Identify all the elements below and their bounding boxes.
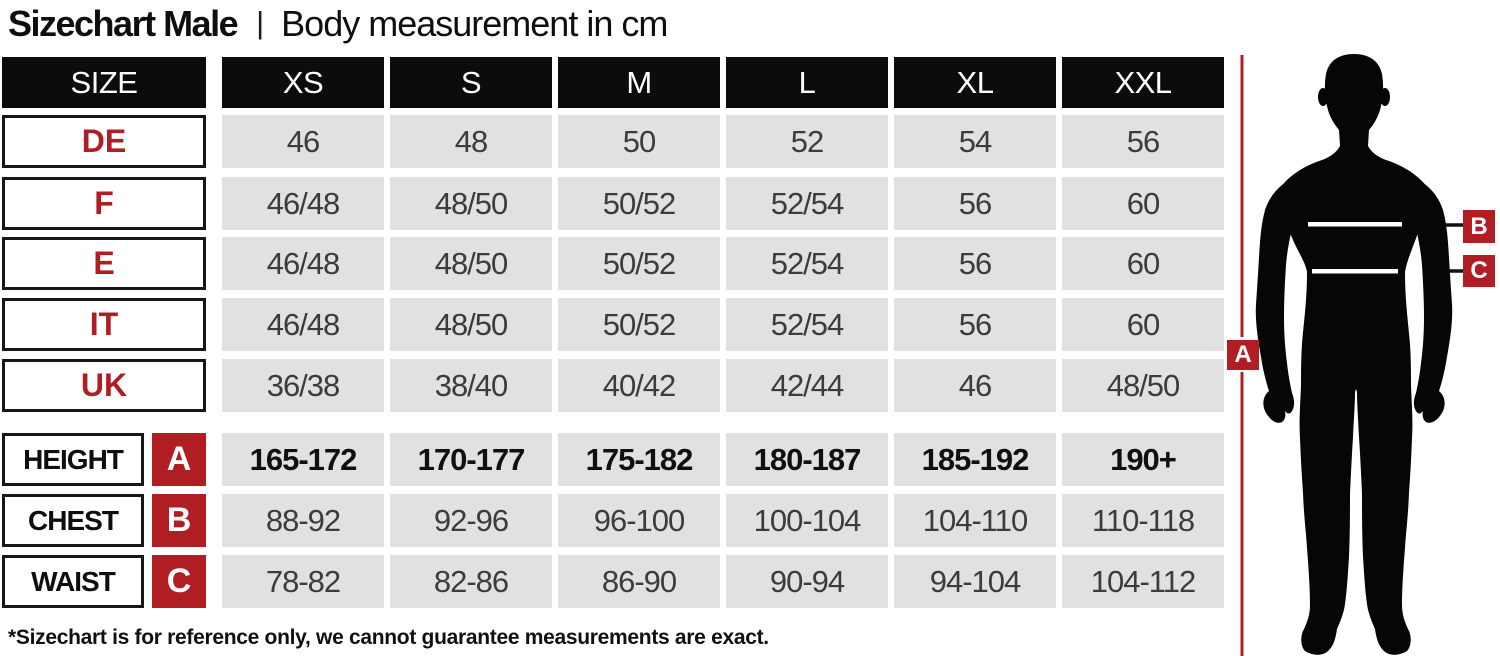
table-row-f: F 46/48 48/50 50/52 52/54 56 60: [2, 177, 1230, 230]
table-cell: 180-187: [726, 433, 888, 486]
table-cell: 42/44: [726, 359, 888, 412]
col-header-s: S: [390, 57, 552, 108]
table-cell: 92-96: [390, 494, 552, 547]
table-cell: 46: [894, 359, 1056, 412]
marker-a-cell: A: [152, 433, 206, 486]
silhouette-body: [1271, 54, 1437, 655]
table-cell: 50/52: [558, 177, 720, 230]
table-cell: 38/40: [390, 359, 552, 412]
table-cell: 90-94: [726, 555, 888, 608]
table-row-de: DE 46 48 50 52 54 56: [2, 115, 1230, 168]
table-cell: 96-100: [558, 494, 720, 547]
title-main: Sizechart Male: [8, 3, 239, 44]
table-cell: 46/48: [222, 298, 384, 351]
table-cell: 60: [1062, 177, 1224, 230]
row-label-waist: WAIST: [2, 555, 144, 608]
figure-marker-a: A: [1227, 340, 1259, 370]
col-header-xs: XS: [222, 57, 384, 108]
marker-c-cell: C: [152, 555, 206, 608]
row-label-f: F: [2, 177, 206, 230]
table-cell: 104-112: [1062, 555, 1224, 608]
table-cell: 40/42: [558, 359, 720, 412]
table-row-it: IT 46/48 48/50 50/52 52/54 56 60: [2, 298, 1230, 351]
table-cell: 170-177: [390, 433, 552, 486]
table-cell: 46/48: [222, 237, 384, 290]
table-cell: 50/52: [558, 298, 720, 351]
figure-marker-c: C: [1463, 255, 1495, 287]
table-cell: 165-172: [222, 433, 384, 486]
footnote: *Sizechart is for reference only, we can…: [8, 626, 769, 649]
table-cell: 48/50: [390, 177, 552, 230]
male-silhouette-svg: [1240, 54, 1468, 656]
table-cell: 48/50: [1062, 359, 1224, 412]
row-label-chest: CHEST: [2, 494, 144, 547]
table-cell: 60: [1062, 298, 1224, 351]
table-row-uk: UK 36/38 38/40 40/42 42/44 46 48/50: [2, 359, 1230, 412]
table-cell: 88-92: [222, 494, 384, 547]
table-row-e: E 46/48 48/50 50/52 52/54 56 60: [2, 237, 1230, 290]
figure-marker-b: B: [1463, 210, 1495, 243]
table-cell: 104-110: [894, 494, 1056, 547]
title-separator: |: [256, 5, 265, 40]
table-cell: 94-104: [894, 555, 1056, 608]
table-cell: 52/54: [726, 177, 888, 230]
col-header-m: M: [558, 57, 720, 108]
table-cell: 110-118: [1062, 494, 1224, 547]
silhouette-left-arm: [1255, 182, 1295, 423]
table-cell: 82-86: [390, 555, 552, 608]
table-cell: 175-182: [558, 433, 720, 486]
row-label-de: DE: [2, 115, 206, 168]
table-cell: 36/38: [222, 359, 384, 412]
table-cell: 185-192: [894, 433, 1056, 486]
waist-measure-line: [1312, 269, 1398, 274]
page-title: Sizechart Male | Body measurement in cm: [8, 0, 668, 48]
body-figure: A B C: [1220, 50, 1500, 656]
table-cell: 48: [390, 115, 552, 168]
table-cell: 190+: [1062, 433, 1224, 486]
table-cell: 52/54: [726, 237, 888, 290]
table-cell: 56: [894, 237, 1056, 290]
table-cell: 50/52: [558, 237, 720, 290]
table-cell: 60: [1062, 237, 1224, 290]
table-cell: 48/50: [390, 237, 552, 290]
table-row-height: HEIGHT A 165-172 170-177 175-182 180-187…: [2, 433, 1230, 486]
col-header-l: L: [726, 57, 888, 108]
title-subtitle: Body measurement in cm: [281, 3, 668, 44]
table-cell: 52: [726, 115, 888, 168]
table-cell: 100-104: [726, 494, 888, 547]
table-cell: 50: [558, 115, 720, 168]
silhouette-right-arm: [1413, 182, 1453, 423]
table-cell: 54: [894, 115, 1056, 168]
row-label-height: HEIGHT: [2, 433, 144, 486]
table-cell: 56: [1062, 115, 1224, 168]
chest-measure-line: [1308, 222, 1402, 227]
marker-b-cell: B: [152, 494, 206, 547]
table-row-waist: WAIST C 78-82 82-86 86-90 90-94 94-104 1…: [2, 555, 1230, 608]
table-cell: 86-90: [558, 555, 720, 608]
col-header-xxl: XXL: [1062, 57, 1224, 108]
table-cell: 48/50: [390, 298, 552, 351]
col-header-xl: XL: [894, 57, 1056, 108]
row-label-uk: UK: [2, 359, 206, 412]
col-header-size: SIZE: [2, 57, 206, 108]
row-label-it: IT: [2, 298, 206, 351]
table-cell: 56: [894, 298, 1056, 351]
table-cell: 52/54: [726, 298, 888, 351]
row-label-e: E: [2, 237, 206, 290]
table-header-row: SIZE XS S M L XL XXL: [2, 57, 1230, 108]
table-cell: 46/48: [222, 177, 384, 230]
table-cell: 56: [894, 177, 1056, 230]
table-cell: 78-82: [222, 555, 384, 608]
table-row-chest: CHEST B 88-92 92-96 96-100 100-104 104-1…: [2, 494, 1230, 547]
table-cell: 46: [222, 115, 384, 168]
